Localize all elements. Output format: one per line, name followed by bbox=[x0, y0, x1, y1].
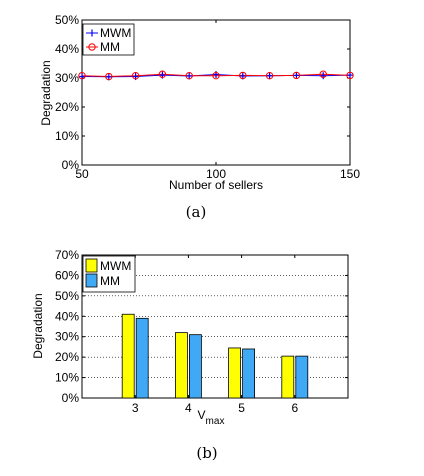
data-point-mm bbox=[265, 71, 274, 80]
y-tick-label: 10% bbox=[55, 129, 79, 143]
data-point-mwm bbox=[346, 71, 354, 79]
bar-mwm-3 bbox=[121, 313, 135, 399]
legend-swatch bbox=[85, 258, 98, 273]
legend-swatch bbox=[85, 273, 98, 288]
bar-chart-panel: 0% 10% 20% 30% 40% 50% 60% 70% 3 4 5 6 Vmax Degrad… bbox=[31, 248, 349, 462]
legend-item-mwm: MWM bbox=[85, 258, 131, 273]
legend-label: MM bbox=[100, 274, 120, 288]
series-layer-a bbox=[78, 70, 354, 81]
y-tick-label: 60% bbox=[55, 268, 79, 282]
line-chart-panel: 0% 10% 20% 30% 40% 50% 50 100 150 Number of sel… bbox=[39, 13, 360, 221]
x-axis-label-a: Number of sellers bbox=[169, 178, 263, 192]
caption-b: (b) bbox=[196, 444, 217, 462]
legend-label: MWM bbox=[100, 26, 131, 40]
legend-label: MWM bbox=[100, 259, 131, 273]
data-point-mm bbox=[185, 71, 193, 80]
data-point-mwm bbox=[319, 72, 327, 80]
y-tick-label: 0% bbox=[62, 158, 80, 172]
y-tick-label: 30% bbox=[55, 330, 79, 344]
y-axis-label-a: Degradation bbox=[39, 60, 53, 125]
y-tick-label: 70% bbox=[55, 248, 79, 262]
legend-item-mm: MM bbox=[86, 40, 120, 54]
x-tick-label: 150 bbox=[340, 167, 360, 181]
legend-item-mwm: MWM bbox=[86, 26, 131, 40]
y-tick-label: 20% bbox=[55, 100, 79, 114]
data-point-mm bbox=[78, 71, 86, 80]
data-point-mm bbox=[131, 71, 140, 80]
y-tick-label: 50% bbox=[55, 13, 79, 27]
data-point-mm bbox=[158, 70, 167, 78]
bars-layer-b bbox=[121, 313, 309, 399]
y-tick-label: 30% bbox=[55, 71, 79, 85]
bar-mm-4 bbox=[188, 334, 202, 399]
y-tick-label: 50% bbox=[55, 289, 79, 303]
data-point-mm bbox=[346, 71, 354, 80]
caption-a: (a) bbox=[186, 203, 207, 221]
x-tick-label: 3 bbox=[132, 401, 139, 415]
bar-mm-5 bbox=[242, 348, 256, 399]
data-point-mm bbox=[292, 71, 301, 80]
y-axis-label-b: Degradation bbox=[31, 293, 45, 358]
x-axis-label-main: V bbox=[198, 408, 206, 422]
data-point-mwm bbox=[292, 71, 300, 79]
x-tick-label: 100 bbox=[206, 167, 226, 181]
data-point-mwm bbox=[105, 73, 113, 81]
x-axis-label-sub: max bbox=[206, 416, 225, 427]
data-point-mm bbox=[105, 72, 113, 81]
bar-mm-3 bbox=[135, 317, 149, 399]
data-point-mm bbox=[319, 70, 327, 78]
x-tick-label: 5 bbox=[238, 401, 245, 415]
x-axis-a: 50 100 150 bbox=[75, 20, 360, 181]
legend-label: MM bbox=[100, 40, 120, 54]
y-tick-label: 0% bbox=[62, 391, 80, 405]
y-tick-label: 40% bbox=[55, 309, 79, 323]
bar-mwm-4 bbox=[174, 332, 188, 399]
y-tick-label: 20% bbox=[55, 350, 79, 364]
bar-mwm-6 bbox=[281, 355, 295, 399]
bar-mm-6 bbox=[295, 355, 309, 399]
bar-mwm-5 bbox=[228, 347, 242, 399]
data-point-mm bbox=[212, 71, 220, 80]
data-point-mwm bbox=[185, 72, 193, 80]
data-point-mwm bbox=[266, 72, 274, 80]
gridlines-b bbox=[82, 275, 348, 378]
y-tick-label: 10% bbox=[55, 371, 79, 385]
x-tick-label: 6 bbox=[291, 401, 298, 415]
x-axis-label-b: Vmax bbox=[198, 408, 225, 427]
y-tick-label: 40% bbox=[55, 42, 79, 56]
y-axis-b: 0% 10% 20% 30% 40% 50% 60% 70% bbox=[55, 248, 348, 405]
legend-marker-circle bbox=[88, 43, 96, 51]
x-tick-label: 50 bbox=[75, 167, 89, 181]
data-point-mm bbox=[239, 71, 247, 80]
legend-item-mm: MM bbox=[85, 273, 120, 288]
x-tick-label: 4 bbox=[185, 401, 192, 415]
